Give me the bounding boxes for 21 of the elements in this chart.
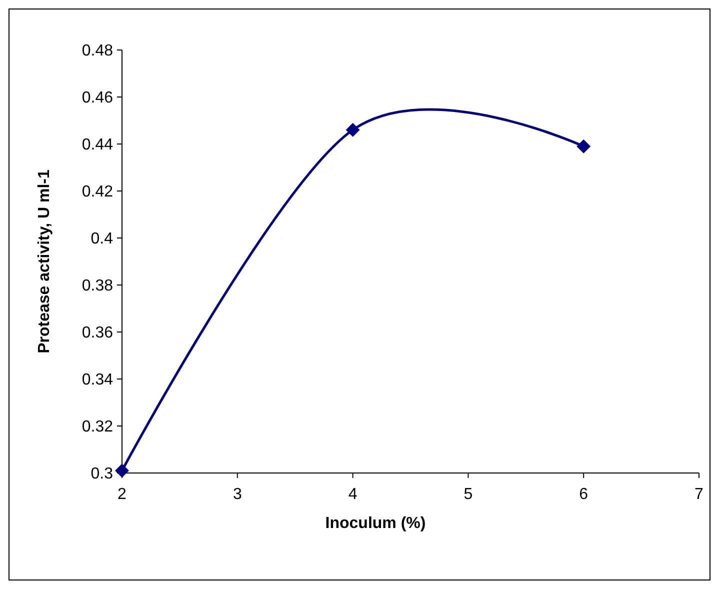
y-tick-label: 0.32	[82, 418, 114, 436]
y-tick-label: 0.34	[82, 372, 114, 389]
x-axis-title: Inoculum (%)	[325, 515, 426, 532]
y-tick-label: 0.42	[82, 184, 114, 201]
y-tick-label: 0.3	[90, 466, 114, 483]
y-tick-label: 0.46	[82, 90, 114, 107]
point	[346, 122, 360, 137]
x-tick-label: 6	[579, 486, 588, 503]
x-tick-label: 3	[232, 486, 242, 503]
x-tick-label: 2	[118, 486, 127, 503]
y-tick-label: 0.38	[82, 278, 114, 295]
x-tick-label: 7	[694, 486, 704, 503]
x-tick-label: 4	[348, 486, 358, 503]
y-tick-label: 0.4	[90, 230, 114, 248]
y-tick-label: 0.36	[82, 324, 114, 342]
y-tick-label: 0.48	[82, 42, 114, 60]
y-axis-title: Protease activity, U ml-1	[36, 170, 53, 354]
y-tick-label: 0.44	[82, 136, 114, 154]
x-tick-label: 5	[464, 486, 473, 503]
point	[115, 464, 129, 478]
point	[576, 139, 591, 154]
